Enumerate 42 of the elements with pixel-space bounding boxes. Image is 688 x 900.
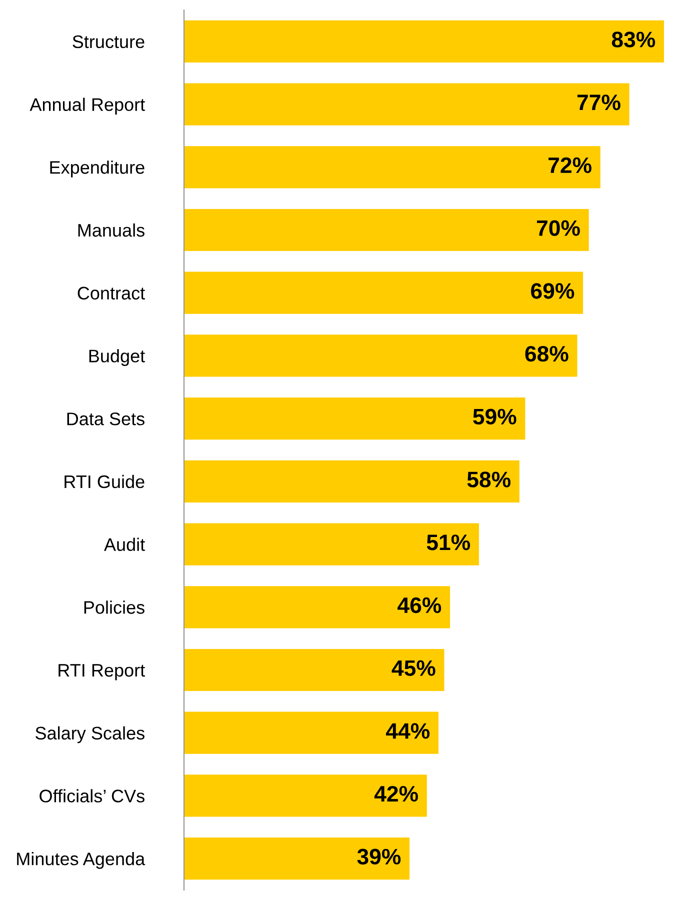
bar — [184, 272, 584, 314]
bar — [184, 648, 444, 692]
y-tick-label: Budget — [89, 349, 145, 366]
data-label: 46% — [398, 597, 442, 614]
data-label: 39% — [357, 848, 401, 865]
data-label: 77% — [577, 94, 620, 110]
y-tick-label: Annual Report — [30, 98, 145, 115]
bar — [184, 838, 410, 880]
data-label: 44% — [386, 723, 430, 739]
bar — [184, 334, 578, 377]
data-label: 68% — [525, 346, 568, 362]
y-tick-label: RTI Report — [58, 664, 145, 680]
data-label: 59% — [473, 408, 516, 425]
bar — [184, 774, 427, 817]
y-tick-label: Manuals — [78, 223, 144, 237]
y-tick-label: Officials’ CVs — [40, 789, 144, 802]
bar — [184, 146, 600, 188]
data-label: 72% — [548, 157, 592, 174]
bar — [184, 208, 589, 252]
bar — [184, 586, 450, 628]
y-tick-label: Policies — [84, 600, 144, 614]
y-tick-label: Audit — [104, 538, 145, 552]
bar — [184, 83, 630, 126]
data-label: 69% — [531, 283, 574, 299]
data-label: 83% — [612, 32, 656, 48]
y-tick-label: Salary Scales — [36, 726, 144, 744]
data-label: 42% — [374, 786, 418, 802]
y-tick-label: Structure — [72, 35, 144, 48]
y-tick-label: Minutes Agenda — [17, 852, 146, 869]
y-tick-label: Data Sets — [67, 412, 144, 426]
data-label: 70% — [536, 220, 580, 236]
data-label: 58% — [467, 472, 511, 488]
data-label: 45% — [392, 660, 436, 676]
bar — [184, 460, 520, 502]
y-tick-label: Contract — [78, 286, 145, 300]
y-tick-label: RTI Guide — [64, 474, 144, 488]
bar — [184, 712, 438, 754]
bar — [184, 20, 664, 62]
data-label: 51% — [426, 534, 470, 550]
y-tick-label: Expenditure — [50, 160, 144, 178]
bar — [184, 523, 479, 566]
bar — [184, 398, 526, 440]
